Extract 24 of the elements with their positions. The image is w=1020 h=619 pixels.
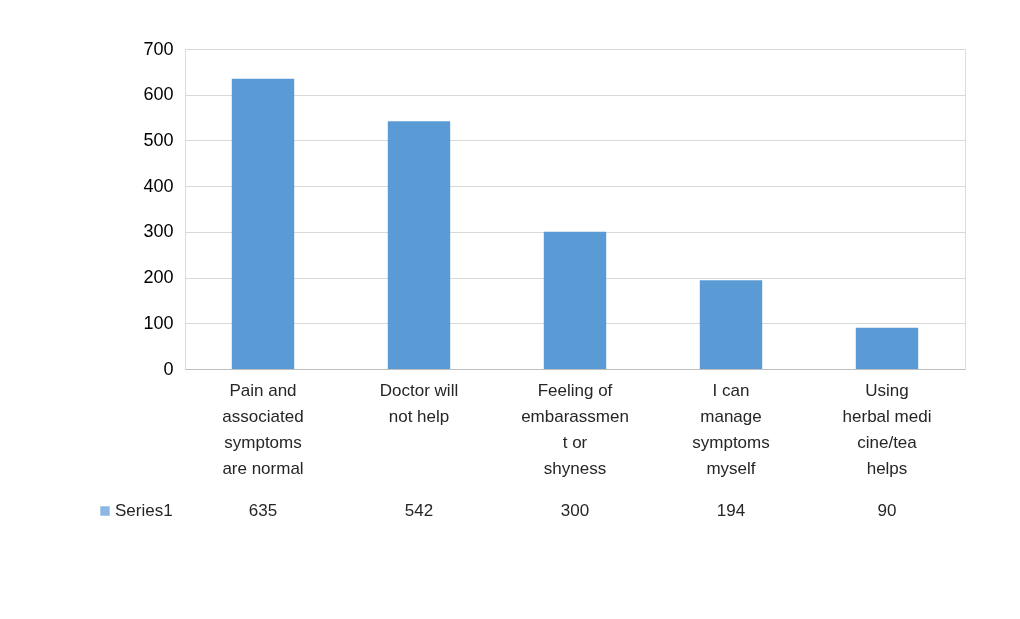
bar — [543, 231, 607, 369]
legend-label: Series1 — [115, 501, 173, 520]
x-tick-label: Doctor will not help — [379, 381, 459, 426]
data-label: 542 — [404, 501, 434, 520]
data-label: 90 — [877, 501, 897, 520]
bar — [387, 121, 451, 369]
bar — [855, 327, 919, 369]
y-tick-label: 0 — [163, 358, 174, 379]
y-tick-label: 500 — [143, 129, 174, 150]
y-tick-label: 600 — [143, 84, 174, 105]
x-tick-label: Using herbal medicine/tea helps — [842, 381, 932, 478]
data-label: 635 — [248, 501, 278, 520]
y-tick-label: 300 — [143, 221, 174, 242]
bar — [699, 280, 763, 369]
data-label: 194 — [716, 501, 746, 520]
y-tick-label: 100 — [143, 312, 174, 333]
data-label: 300 — [560, 501, 590, 520]
x-tick-label: Feeling of embarassment or shyness — [521, 381, 629, 478]
x-tick-label: Pain and associated symptoms are normal — [222, 381, 304, 478]
y-tick-label: 200 — [143, 267, 174, 288]
y-tick-label: 400 — [143, 175, 174, 196]
bar — [231, 78, 295, 369]
y-tick-label: 700 — [143, 38, 174, 59]
x-tick-label: I can manage symptoms myself — [692, 381, 770, 478]
